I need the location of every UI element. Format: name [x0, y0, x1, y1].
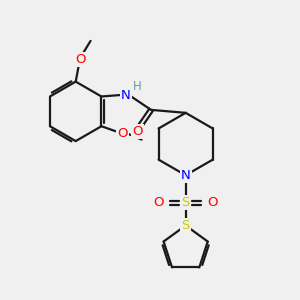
Text: O: O — [75, 53, 86, 66]
Text: O: O — [117, 127, 128, 140]
Text: H: H — [133, 80, 142, 93]
Text: O: O — [132, 125, 143, 138]
Text: N: N — [181, 169, 190, 182]
Text: N: N — [121, 88, 131, 101]
Text: O: O — [207, 196, 218, 209]
Text: S: S — [182, 196, 190, 209]
Text: O: O — [154, 196, 164, 209]
Text: S: S — [182, 219, 190, 232]
